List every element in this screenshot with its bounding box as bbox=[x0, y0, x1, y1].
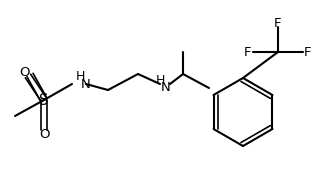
Text: N: N bbox=[81, 78, 91, 90]
Text: H: H bbox=[75, 69, 85, 83]
Text: F: F bbox=[304, 46, 312, 58]
Text: S: S bbox=[39, 93, 49, 108]
Text: H: H bbox=[155, 73, 165, 87]
Text: O: O bbox=[39, 128, 49, 142]
Text: O: O bbox=[19, 66, 29, 78]
Text: F: F bbox=[274, 17, 282, 30]
Text: F: F bbox=[244, 46, 252, 58]
Text: N: N bbox=[161, 80, 171, 94]
